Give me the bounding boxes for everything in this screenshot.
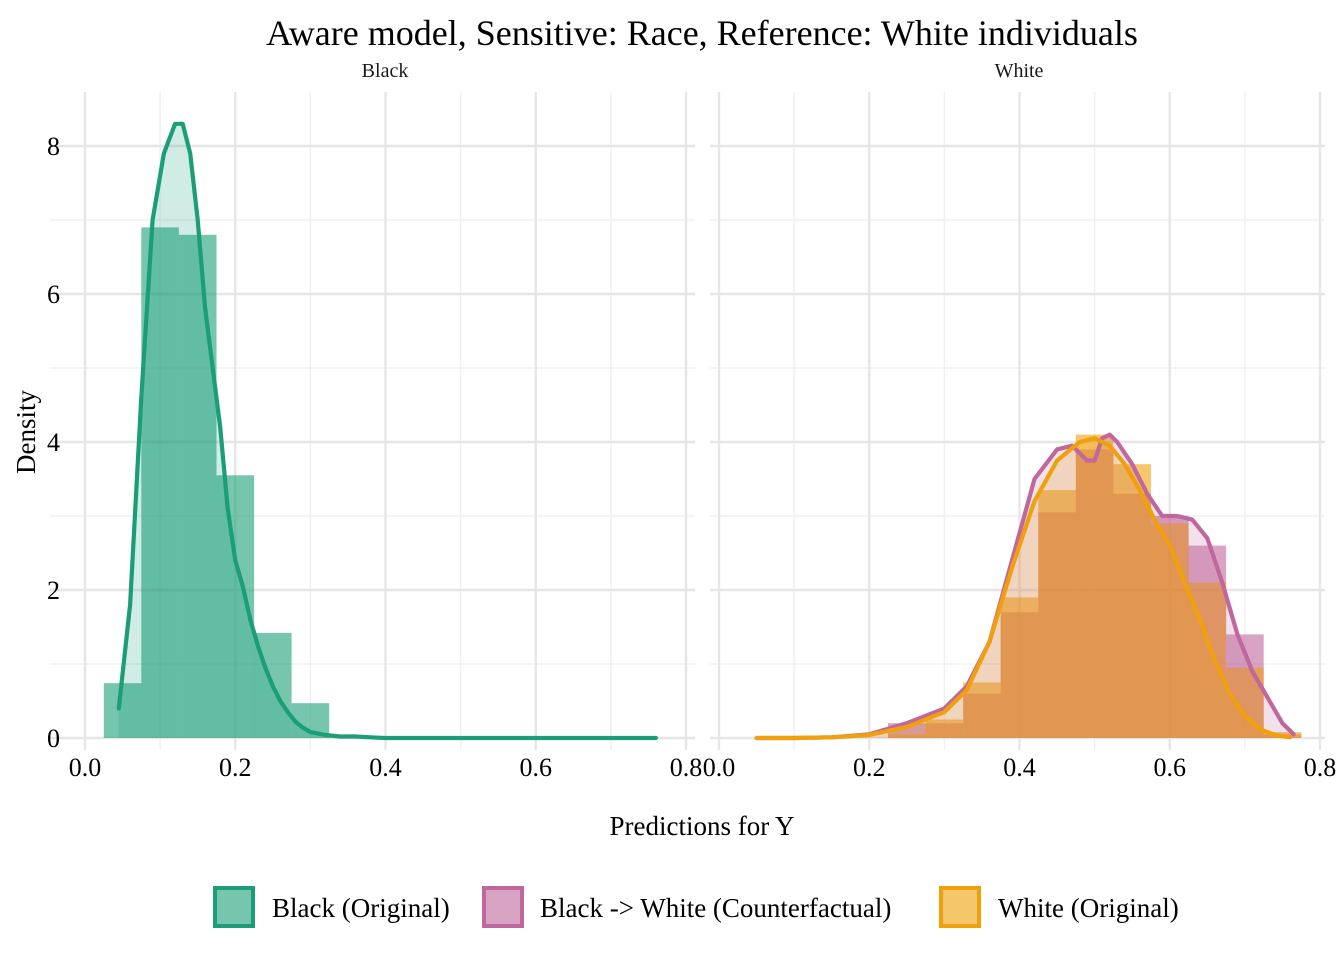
x-tick-label: 0.4 <box>1003 753 1036 782</box>
y-axis-title: Density <box>11 390 41 474</box>
density-area-white_original <box>756 438 1290 738</box>
y-tick-label: 8 <box>47 132 60 161</box>
histogram-bar-white_original <box>888 734 926 738</box>
histogram-bar-white_original <box>1038 490 1076 738</box>
y-tick-label: 4 <box>47 428 60 457</box>
legend-label-white_original: White (Original) <box>998 893 1179 923</box>
histogram-bar-black_original <box>178 234 217 739</box>
density-line-black_original <box>116 121 658 741</box>
density-area-black_original <box>118 123 656 739</box>
y-tick-label: 2 <box>47 576 60 605</box>
histogram-bar-white_original <box>925 719 964 738</box>
x-tick-label: 0.0 <box>69 753 102 782</box>
legend-key-black_original <box>213 886 255 928</box>
legend-key-counterfactual <box>482 886 524 928</box>
histogram-bar-white_original <box>963 682 1001 738</box>
facet-panel-white: White 0.0 0.2 0.4 0.6 0.8 <box>703 60 1337 782</box>
legend-key-white_original <box>939 886 981 928</box>
x-tick-label: 0.2 <box>853 753 886 782</box>
histogram-bar-white_original <box>1000 597 1039 738</box>
density-line-white_original <box>754 436 1292 741</box>
x-tick-label: 0.0 <box>703 753 736 782</box>
y-tick-label: 6 <box>47 280 60 309</box>
x-tick-label: 0.8 <box>670 753 703 782</box>
histogram-bar-white_original <box>1151 523 1189 738</box>
density-area-counterfactual <box>756 434 1294 738</box>
x-tick-label: 0.6 <box>520 753 553 782</box>
legend-label-counterfactual: Black -> White (Counterfactual) <box>540 893 891 923</box>
x-tick-label: 0.6 <box>1154 753 1187 782</box>
legend-label-black_original: Black (Original) <box>272 893 450 923</box>
x-tick-label: 0.4 <box>369 753 402 782</box>
y-tick-label: 0 <box>47 724 60 753</box>
chart-title: Aware model, Sensitive: Race, Reference:… <box>266 13 1138 53</box>
strip-label-black: Black <box>362 60 409 82</box>
legend: Black (Original) Black -> White (Counterf… <box>213 886 1179 928</box>
density-line-counterfactual <box>754 432 1296 741</box>
x-tick-label: 0.8 <box>1304 753 1337 782</box>
x-tick-label: 0.2 <box>219 753 252 782</box>
histogram-bar-white_original <box>1113 464 1151 738</box>
histogram-bar-white_original <box>1075 434 1114 738</box>
facet-panel-black: Black 0.0 0.2 0.4 0.6 0.8 0 2 4 6 8 <box>47 60 702 782</box>
strip-label-white: White <box>995 60 1044 82</box>
x-axis-title: Predictions for Y <box>610 811 795 841</box>
